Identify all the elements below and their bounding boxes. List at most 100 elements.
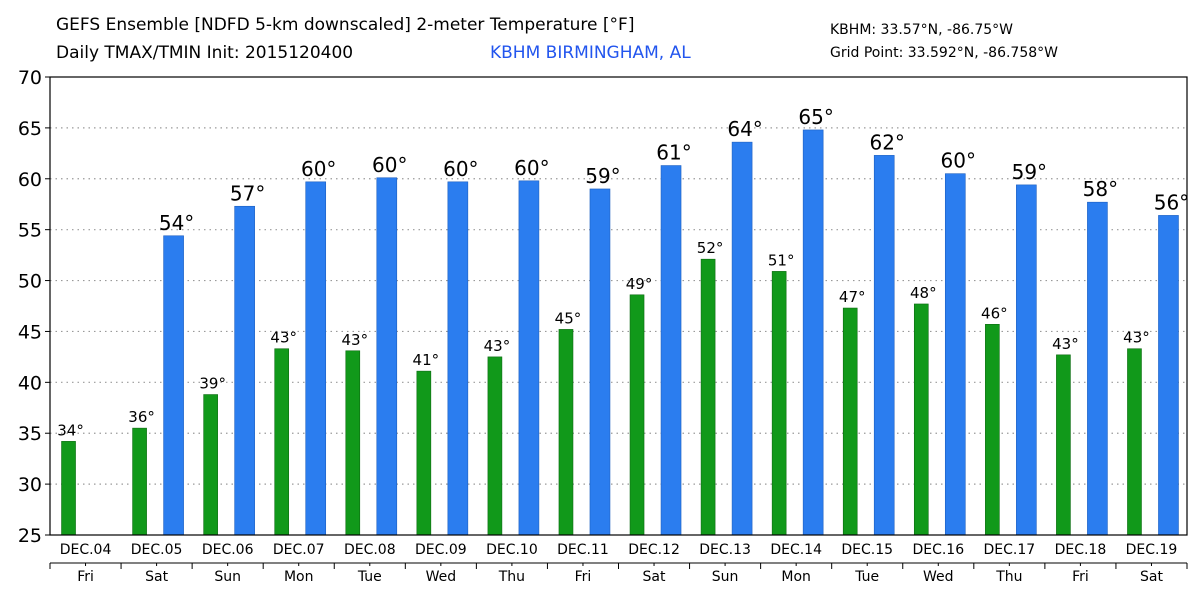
weekday-label: Tue [854,569,879,585]
weekday-label: Sun [712,569,739,585]
weekday-label: Fri [1072,569,1089,585]
tmin-label: 34° [57,421,84,439]
tmax-bar [660,165,682,536]
tmin-bar [558,329,574,536]
tmin-bar [487,356,503,536]
y-tick-label: 55 [18,220,42,242]
tmin-bar [1056,354,1071,536]
tmax-label: 60° [301,157,336,181]
tmin-bar [629,294,645,536]
tmax-label: 60° [941,149,976,173]
tmax-bar [1016,184,1037,536]
tmax-bar [731,141,753,536]
tmax-bar [1158,215,1179,536]
tmax-label: 59° [585,164,620,188]
tmax-bar [589,188,611,536]
station-coordinates: KBHM: 33.57°N, -86.75°W [830,22,1013,38]
tmax-label: 65° [798,105,833,129]
tmax-bar [305,181,327,536]
tmin-bar [132,427,147,536]
tmin-label: 43° [484,337,511,355]
tmax-bar [518,180,540,536]
tmin-bar [345,350,361,536]
tmax-label: 57° [230,181,265,205]
tmin-label: 47° [839,288,866,306]
tmin-bar [1127,348,1142,536]
weekday-label: Fri [77,569,94,585]
weekday-label: Wed [426,569,457,585]
date-label: DEC.08 [344,542,396,558]
tmin-label: 43° [341,331,368,349]
weekday-label: Sat [145,569,168,585]
y-tick-label: 30 [18,474,42,496]
tmin-bar [700,258,716,536]
tmax-label: 60° [372,153,407,177]
weekday-label: Sun [214,569,241,585]
tmin-bar [416,370,432,536]
tmin-label: 41° [413,351,440,369]
tmin-label: 46° [981,304,1008,322]
weekday-label: Mon [781,569,811,585]
tmax-bar [873,155,895,536]
tmax-bar [1087,201,1108,536]
date-label: DEC.10 [486,542,538,558]
date-label: DEC.07 [273,542,325,558]
date-label: DEC.19 [1126,542,1178,558]
tmax-label: 60° [514,156,549,180]
tmax-bar [944,173,966,536]
date-label: DEC.09 [415,542,467,558]
tmin-label: 43° [1123,329,1150,347]
tmin-bar [274,348,290,536]
tmin-bar [771,271,787,536]
y-tick-label: 25 [18,525,42,547]
tmin-label: 36° [128,408,155,426]
weekday-label: Thu [995,569,1022,585]
tmax-label: 61° [656,141,691,165]
tmax-label: 58° [1083,177,1118,201]
tmin-label: 51° [768,251,795,269]
weekday-label: Mon [284,569,314,585]
date-label: DEC.12 [628,542,680,558]
tmin-label: 43° [270,329,297,347]
tmin-bar [203,394,218,536]
tmin-bar [61,441,76,536]
date-label: DEC.05 [131,542,183,558]
tmax-bar [376,177,398,536]
init-time-label: Daily TMAX/TMIN Init: 2015120400 [56,43,354,63]
weekday-label: Sat [1140,569,1163,585]
tmax-label: 64° [727,117,762,141]
date-label: DEC.11 [557,542,609,558]
date-label: DEC.17 [984,542,1036,558]
date-label: DEC.16 [912,542,964,558]
tmin-bar [913,303,929,536]
tmin-label: 43° [1052,335,1079,353]
tmax-label: 54° [159,211,194,235]
weekday-label: Fri [575,569,592,585]
y-tick-label: 70 [18,67,42,89]
tmin-label: 45° [555,309,582,327]
weekday-label: Sat [643,569,666,585]
station-name: KBHM BIRMINGHAM, AL [490,43,691,63]
y-tick-label: 50 [18,271,42,293]
tmax-label: 56° [1154,190,1189,214]
tmax-bar [447,181,469,536]
date-label: DEC.13 [699,542,751,558]
tmin-bar [842,307,858,536]
tmax-bar [163,235,184,536]
y-tick-label: 65 [18,118,42,140]
tmax-bar [234,205,255,536]
y-tick-label: 60 [18,169,42,191]
tmax-label: 60° [443,157,478,181]
y-tick-label: 45 [18,321,42,343]
tmax-bar [802,129,824,536]
date-label: DEC.06 [202,542,254,558]
y-tick-label: 40 [18,372,42,394]
tmin-label: 49° [626,275,653,293]
weekday-label: Thu [498,569,525,585]
tmin-label: 39° [199,375,226,393]
y-tick-label: 35 [18,423,42,445]
tmax-label: 62° [869,130,904,154]
grid-point-coordinates: Grid Point: 33.592°N, -86.758°W [830,45,1058,61]
date-label: DEC.04 [60,542,112,558]
